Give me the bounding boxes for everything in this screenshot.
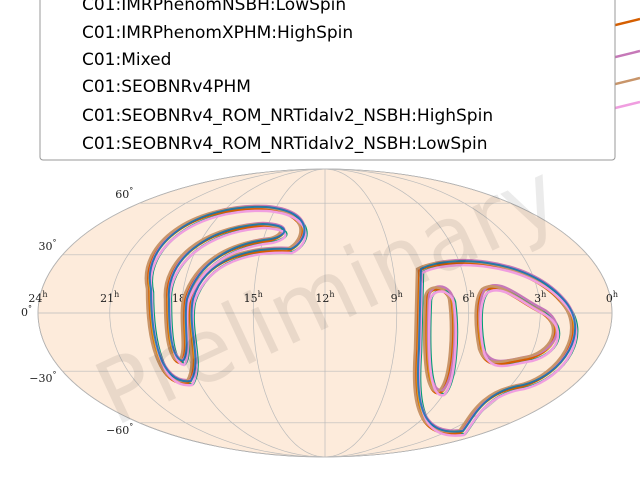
- contour: [167, 222, 286, 363]
- y-tick-label: 60°: [115, 186, 133, 202]
- legend-label: C01:SEOBNRv4_ROM_NRTidalv2_NSBH:LowSpin: [82, 134, 488, 154]
- x-tick-label: 21h: [100, 290, 119, 306]
- x-tick-label: 6h: [462, 290, 474, 306]
- contour: [479, 289, 560, 368]
- x-tick-label: 9h: [391, 290, 403, 306]
- legend-box: [39, 0, 616, 161]
- y-tick-label: 0°: [21, 304, 32, 320]
- x-tick-label: 15h: [244, 290, 263, 306]
- contour: [148, 205, 306, 383]
- legend-label: C01:SEOBNRv4PHM: [82, 77, 251, 97]
- legend-label: C01:SEOBNRv4_ROM_NRTidalv2_NSBH:HighSpin: [82, 106, 493, 126]
- y-tick-label: −60°: [106, 421, 133, 437]
- contour: [149, 209, 307, 387]
- x-tick-label: 12h: [315, 290, 334, 306]
- y-tick-label: 30°: [38, 237, 56, 253]
- contour: [427, 290, 458, 397]
- legend: C01:IMRPhenomNSBH:LowSpin C01:IMRPhenomXP…: [82, 0, 493, 154]
- legend-label: C01:Mixed: [82, 50, 171, 70]
- y-tick-label: −30°: [29, 370, 56, 386]
- contour: [417, 264, 578, 437]
- legend-label: C01:IMRPhenomNSBH:LowSpin: [82, 0, 346, 15]
- x-tick-label: 0h: [606, 290, 618, 306]
- contour: [168, 226, 287, 367]
- contour: [417, 260, 577, 433]
- contour: [422, 286, 453, 393]
- x-tick-label: 3h: [534, 290, 546, 306]
- x-tick-label: 24h: [28, 290, 47, 306]
- legend-label: C01:IMRPhenomXPHM:HighSpin: [82, 23, 353, 43]
